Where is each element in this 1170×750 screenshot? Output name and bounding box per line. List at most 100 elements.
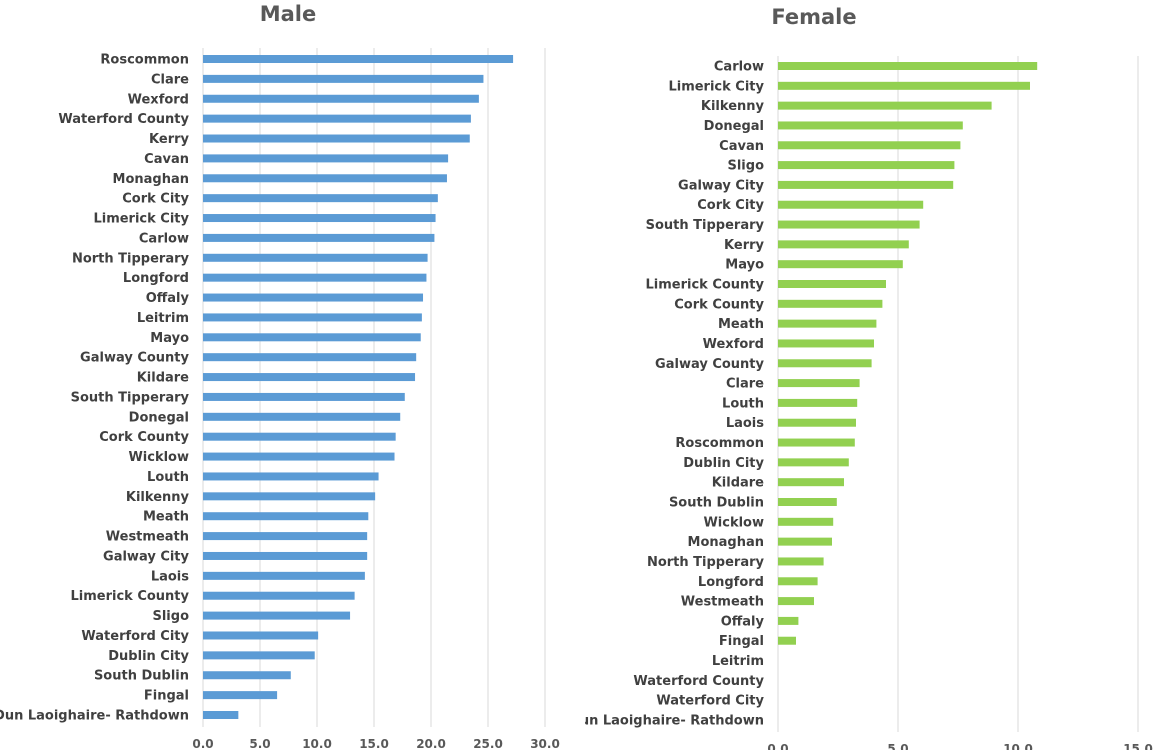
category-label: Kildare	[712, 476, 764, 491]
category-label: Meath	[143, 510, 189, 525]
bar	[203, 333, 421, 342]
category-label: Sligo	[727, 159, 764, 174]
bar	[778, 418, 856, 427]
x-tick-label: 15.0	[359, 737, 389, 750]
category-label: Roscommon	[675, 436, 764, 451]
x-tick-label: 0.0	[192, 737, 213, 750]
bar	[778, 636, 796, 645]
bar	[778, 260, 903, 269]
bar	[203, 293, 424, 302]
category-label: Sligo	[152, 609, 189, 624]
category-label: Cavan	[144, 152, 189, 167]
bar	[778, 319, 877, 328]
category-label: South Dublin	[669, 496, 764, 511]
chart-title: Female	[771, 5, 856, 29]
category-label: Wexford	[128, 92, 189, 107]
category-label: Cork County	[99, 430, 189, 445]
bar	[203, 711, 239, 719]
x-tick-label: 30.0	[530, 737, 560, 750]
bar	[778, 180, 954, 189]
category-label: Dublin City	[108, 649, 189, 664]
bar	[203, 233, 435, 242]
category-label: Monaghan	[113, 172, 189, 187]
bar	[778, 498, 837, 506]
category-label: North Tipperary	[647, 555, 765, 570]
bar	[203, 392, 405, 401]
category-label: Waterford City	[656, 694, 764, 709]
chart-title: Male	[260, 2, 317, 26]
category-label: Donegal	[704, 119, 764, 134]
x-tick-label: 5.0	[887, 742, 908, 750]
category-label: Limerick County	[70, 589, 189, 604]
category-label: Kildare	[137, 371, 189, 386]
category-label: Carlow	[714, 60, 764, 75]
category-label: Leitrim	[137, 311, 189, 326]
bar	[778, 81, 1030, 90]
bar	[203, 174, 447, 183]
category-label: Galway County	[655, 357, 764, 372]
x-tick-label: 15.0	[1123, 742, 1153, 750]
category-label: Mayo	[725, 258, 764, 273]
bar	[778, 438, 855, 447]
bar	[778, 597, 814, 606]
category-label: Fingal	[144, 689, 189, 704]
bar	[203, 571, 365, 580]
category-label: Wicklow	[128, 450, 189, 465]
category-label: Cork City	[122, 192, 189, 207]
bar	[778, 577, 818, 586]
category-label: Westmeath	[681, 595, 764, 610]
bar	[778, 141, 961, 150]
category-label: North Tipperary	[72, 251, 190, 266]
category-label: Wicklow	[703, 515, 764, 530]
category-label: Dublin City	[683, 456, 764, 471]
category-label: Mayo	[150, 331, 189, 346]
bar	[778, 398, 858, 407]
x-tick-label: 20.0	[416, 737, 446, 750]
bar	[203, 114, 471, 123]
bar	[203, 512, 369, 521]
bar	[203, 253, 428, 262]
bar	[203, 94, 479, 103]
category-label: South Dublin	[94, 669, 189, 684]
category-label: Kerry	[724, 238, 764, 253]
x-tick-label: 5.0	[249, 737, 270, 750]
category-label: South Tipperary	[646, 218, 765, 233]
bar	[203, 472, 379, 481]
category-label: Kilkenny	[701, 99, 765, 114]
category-label: Limerick City	[93, 212, 189, 227]
bar	[778, 240, 909, 249]
bar	[203, 313, 422, 322]
bar	[203, 194, 438, 203]
category-label: Louth	[147, 470, 189, 485]
bar	[203, 691, 278, 700]
category-label: Limerick County	[645, 278, 764, 293]
bar	[203, 134, 470, 143]
bar	[203, 74, 484, 83]
category-label: Waterford County	[58, 112, 189, 127]
bar	[203, 55, 514, 63]
bar	[778, 537, 832, 546]
male-chart: Male 0.0 5.0 10.0 15.0 20.0 25.0 30.0 Roscommon C…	[0, 2, 560, 750]
category-label: Dun Laoighaire- Rathdown	[0, 709, 189, 724]
bar	[778, 220, 920, 229]
category-label: Louth	[722, 396, 764, 411]
bar	[203, 551, 368, 560]
bar	[778, 557, 824, 566]
bar	[778, 616, 799, 625]
category-label: Offaly	[721, 614, 765, 629]
bar	[203, 373, 416, 382]
category-label: Cork City	[697, 198, 764, 213]
category-label: Laois	[151, 569, 189, 584]
bar	[778, 517, 834, 526]
category-label: Limerick City	[668, 79, 764, 94]
bar	[778, 299, 883, 308]
bar	[778, 478, 844, 487]
category-label: Kerry	[149, 132, 189, 147]
category-label: Carlow	[139, 231, 189, 246]
x-tick-label: 0.0	[767, 742, 788, 750]
category-label: Wexford	[703, 337, 764, 352]
bar	[778, 359, 872, 368]
bar	[778, 121, 963, 130]
x-tick-label: 10.0	[302, 737, 332, 750]
bar	[203, 651, 315, 660]
